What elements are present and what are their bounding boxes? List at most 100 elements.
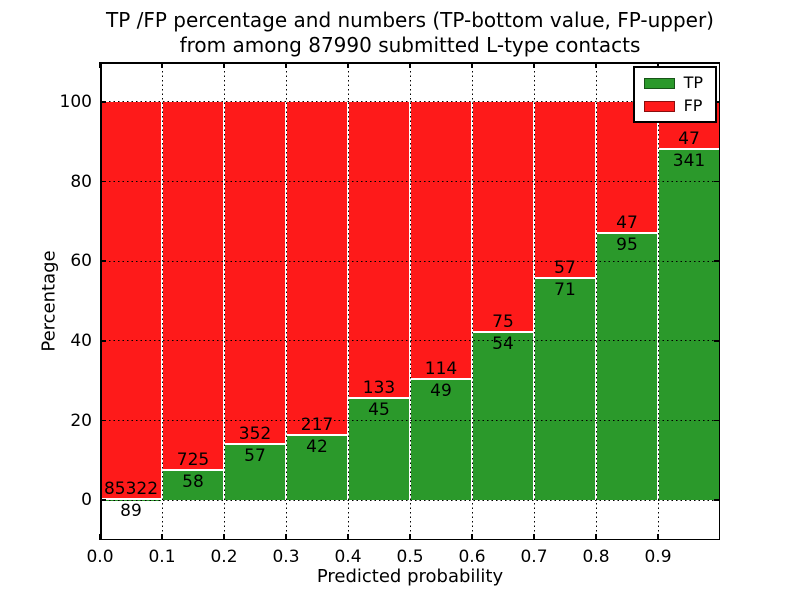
vertical-gridline (347, 62, 349, 540)
tp-bar-segment (225, 444, 285, 501)
x-tick-label: 0.7 (520, 547, 548, 567)
tp-count-label: 341 (672, 151, 706, 172)
fp-count-label: 75 (492, 312, 514, 333)
y-tick-mark-right (714, 101, 720, 103)
tp-bar-segment (163, 470, 223, 501)
y-tick-mark (100, 260, 106, 262)
fp-count-label: 85322 (103, 478, 159, 499)
tp-bar-segment (473, 333, 533, 501)
x-tick-mark (223, 534, 225, 540)
fp-legend-swatch (643, 100, 675, 112)
x-tick-mark (595, 534, 597, 540)
plot-area: TP FP 85322 89 725 58 352 57 217 42 133 45 114 49 75 5… (99, 62, 720, 540)
horizontal-gridline (100, 420, 720, 421)
x-tick-label: 0.1 (148, 547, 176, 567)
y-tick-label: 100 (59, 91, 92, 112)
y-tick-label: 0 (81, 490, 92, 511)
y-tick-mark-right (714, 419, 720, 422)
x-tick-mark-top (533, 62, 535, 68)
vertical-gridline (285, 62, 287, 540)
x-tick-mark (471, 534, 473, 540)
tp-bar-segment (411, 380, 471, 501)
fp-bar-segment (411, 101, 471, 379)
fp-count-label: 57 (554, 258, 576, 279)
x-tick-label: 0.8 (582, 547, 610, 567)
fp-bar-segment (101, 101, 161, 498)
x-tick-label: 0.3 (272, 547, 300, 567)
tp-bar-segment (659, 150, 719, 501)
tp-count-label: 95 (616, 234, 638, 255)
x-tick-mark (285, 534, 287, 540)
tp-count-label: 57 (244, 445, 266, 466)
tp-count-label: 54 (492, 334, 514, 355)
y-tick-mark (100, 499, 106, 501)
x-tick-mark (347, 534, 349, 540)
x-axis-label: Predicted probability (316, 566, 504, 587)
x-axis-spine (100, 538, 720, 540)
fp-count-label: 217 (300, 414, 334, 435)
x-tick-label: 0.4 (334, 547, 362, 567)
fp-bar-segment (163, 101, 223, 469)
legend: TP FP (632, 66, 717, 123)
x-tick-mark (533, 534, 535, 540)
y-tick-mark-right (714, 340, 720, 342)
x-tick-label: 0.6 (458, 547, 486, 567)
chart-title-line1: TP /FP percentage and numbers (TP-bottom… (106, 8, 714, 32)
y-tick-mark-right (714, 180, 720, 183)
x-tick-mark-top (657, 62, 659, 68)
y-tick-mark-right (714, 260, 720, 262)
y-tick-mark (100, 340, 106, 342)
tp-count-label: 58 (182, 471, 204, 492)
fp-bar-segment (473, 101, 533, 332)
x-tick-label: 0.5 (396, 547, 424, 567)
y-axis-spine (100, 62, 102, 540)
tp-count-label: 42 (306, 436, 328, 457)
horizontal-gridline (100, 340, 720, 342)
vertical-gridline (657, 62, 659, 540)
tp-bar-segment (349, 399, 409, 501)
horizontal-gridline (100, 499, 720, 501)
fp-bar-segment (225, 101, 285, 443)
fp-bar-segment (535, 101, 595, 278)
tp-count-label: 89 (120, 500, 142, 521)
legend-entry-label: FP (683, 96, 703, 115)
legend-entry: FP (643, 96, 703, 115)
legend-entry: TP (643, 75, 703, 91)
tp-count-label: 71 (554, 280, 576, 301)
right-spine (718, 62, 720, 540)
vertical-gridline (595, 62, 597, 540)
y-tick-mark (100, 419, 106, 422)
tp-bar-segment (597, 233, 657, 501)
x-tick-label: 0.2 (210, 547, 238, 567)
horizontal-gridline (100, 101, 720, 103)
x-tick-mark-top (285, 62, 287, 68)
x-tick-mark (161, 534, 163, 540)
x-tick-label: 0.0 (86, 547, 114, 567)
x-tick-mark-top (161, 62, 163, 68)
y-tick-label: 60 (70, 251, 92, 272)
x-tick-mark-top (595, 62, 597, 68)
y-tick-mark (100, 101, 106, 103)
y-tick-label: 80 (70, 171, 92, 192)
tp-bar-segment (287, 435, 347, 501)
fp-bar-segment (349, 101, 409, 398)
fp-count-label: 114 (424, 359, 458, 380)
fp-count-label: 725 (176, 449, 210, 470)
horizontal-gridline (100, 260, 720, 262)
vertical-gridline (471, 62, 473, 540)
tp-legend-swatch (643, 77, 675, 89)
x-tick-mark (657, 534, 659, 540)
vertical-gridline (409, 62, 411, 540)
fp-count-label: 47 (678, 129, 700, 150)
top-spine (100, 62, 720, 64)
x-tick-label: 0.9 (644, 547, 672, 567)
tp-bar-segment (535, 279, 595, 501)
x-tick-mark-top (471, 62, 473, 68)
y-tick-mark-right (714, 499, 720, 501)
fp-count-label: 133 (362, 378, 396, 399)
horizontal-gridline (100, 181, 720, 182)
vertical-gridline (223, 62, 225, 540)
x-tick-mark (409, 534, 411, 540)
vertical-gridline (161, 62, 163, 540)
